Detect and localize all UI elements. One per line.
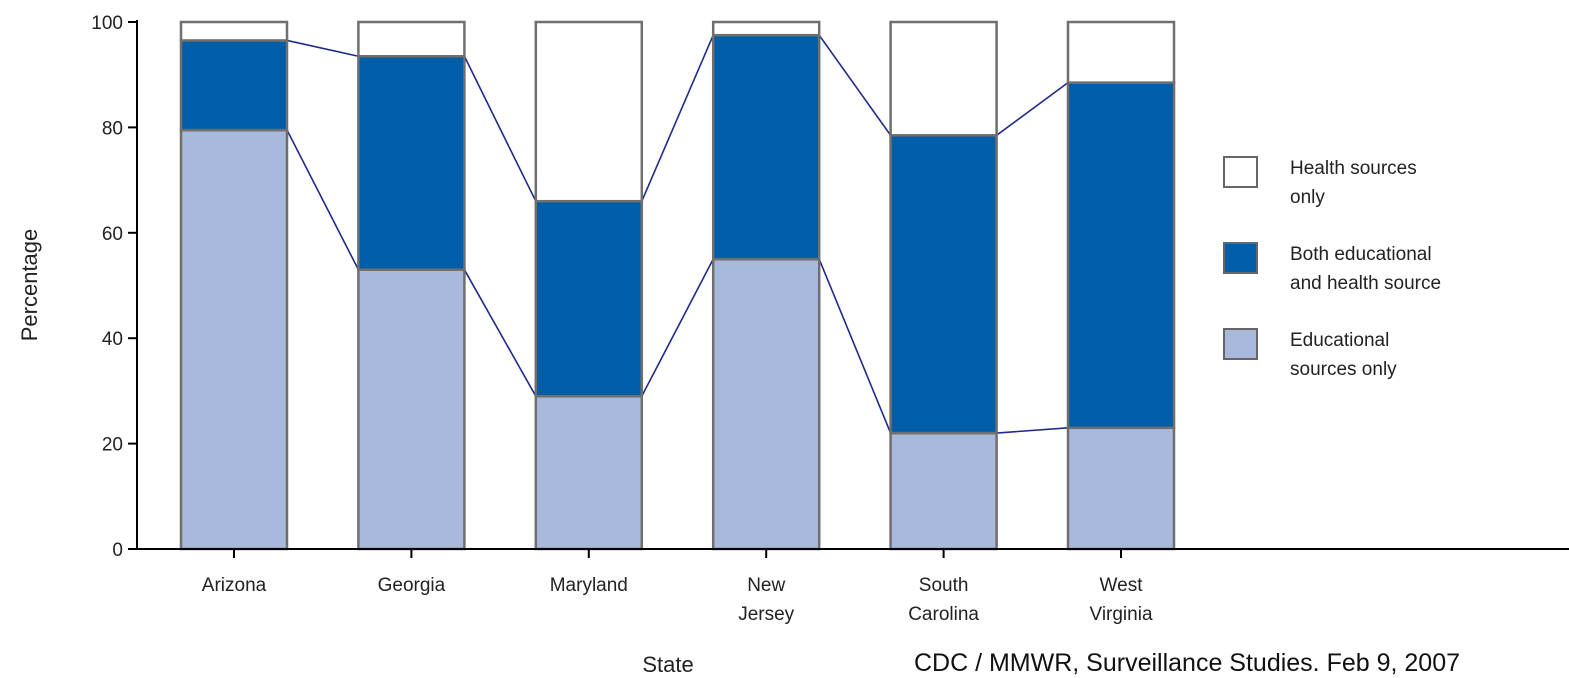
legend-swatch — [1223, 156, 1258, 188]
bar-segment — [357, 268, 466, 551]
connector-line — [641, 34, 714, 202]
axes — [136, 20, 1569, 550]
x-category-label: Virginia — [1089, 604, 1152, 625]
connector-line — [818, 258, 892, 434]
bar-segment — [711, 20, 821, 37]
connector-line — [818, 34, 892, 136]
bar-segment — [179, 20, 289, 42]
x-category-label: South — [919, 575, 969, 596]
connector-line — [286, 39, 359, 58]
x-category-label: Maryland — [550, 575, 628, 596]
legend-label: only — [1290, 187, 1325, 208]
connector-line — [463, 55, 537, 202]
bar-segment — [179, 128, 289, 551]
x-category-label: Carolina — [908, 604, 979, 625]
bars — [179, 20, 1176, 551]
x-categories: Arizona Georgia Maryland New Jersey South Caro… — [202, 549, 1153, 625]
y-tick-label: 20 — [102, 435, 123, 456]
connector-line — [286, 129, 360, 271]
bar-segment — [1066, 426, 1176, 551]
connector-line — [463, 269, 537, 397]
bar-segment — [711, 33, 821, 261]
bar-segment — [889, 20, 998, 137]
bar-segment — [534, 20, 644, 203]
bar-segment — [1066, 20, 1176, 84]
bar-segment — [357, 20, 466, 58]
connector-line — [996, 426, 1069, 434]
x-axis-title: State — [642, 652, 693, 677]
legend-swatch — [1223, 328, 1258, 360]
connector-line — [996, 81, 1069, 136]
y-tick-label: 0 — [112, 540, 123, 561]
y-ticks: 0 20 40 60 80 100 — [91, 13, 137, 561]
bar-segment — [1066, 81, 1176, 430]
x-category-label: Arizona — [202, 575, 267, 596]
bar-segment — [357, 55, 466, 271]
y-tick-label: 60 — [102, 224, 123, 245]
legend-label: and health source — [1290, 273, 1441, 294]
legend-label: sources only — [1290, 359, 1397, 380]
legend: Health sources only Both educational and he… — [1223, 156, 1441, 380]
x-category-label: West — [1100, 575, 1144, 596]
legend-swatch — [1223, 242, 1258, 274]
bar-segment — [534, 199, 644, 398]
y-tick-label: 80 — [102, 118, 123, 139]
y-tick-label: 100 — [91, 13, 123, 34]
bar-segment — [889, 134, 998, 435]
legend-label: Both educational — [1290, 244, 1432, 265]
bar-segment — [711, 257, 821, 551]
y-axis-title: Percentage — [17, 229, 42, 342]
bar-segment — [889, 431, 998, 551]
x-category-label: Jersey — [738, 604, 794, 625]
connector-line — [641, 258, 714, 397]
x-category-label: Georgia — [378, 575, 446, 596]
legend-label: Health sources — [1290, 158, 1417, 179]
x-category-label: New — [747, 575, 785, 596]
y-tick-label: 40 — [102, 329, 123, 350]
bar-segment — [179, 39, 289, 132]
bar-segment — [534, 394, 644, 551]
connector-lines — [286, 34, 1069, 434]
source-note: CDC / MMWR, Surveillance Studies. Feb 9,… — [914, 649, 1460, 677]
legend-label: Educational — [1290, 330, 1389, 351]
